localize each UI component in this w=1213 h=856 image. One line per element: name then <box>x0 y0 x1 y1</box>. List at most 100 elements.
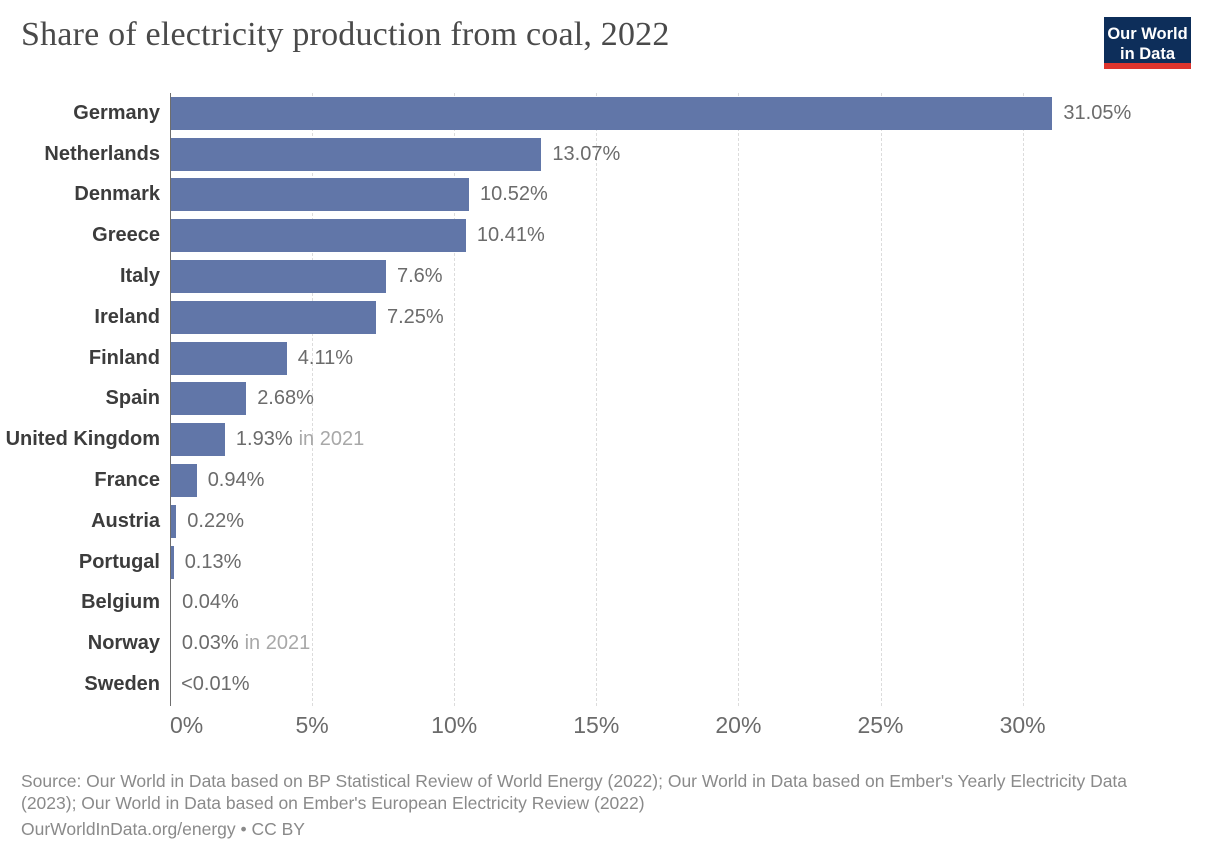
value-text: 1.93% <box>235 428 293 451</box>
country-label: Austria <box>91 509 160 532</box>
page-title: Share of electricity production from coa… <box>21 16 670 53</box>
country-label: Netherlands <box>44 142 160 165</box>
x-tick-label: 0% <box>170 712 204 738</box>
country-label: Italy <box>119 265 160 288</box>
x-tick-label: 15% <box>573 712 620 738</box>
bar-row: Italy 7.6% <box>120 256 1164 297</box>
bar-row: Finland 4.11% <box>89 338 1164 379</box>
owid-logo-line1: Our World <box>1107 25 1188 43</box>
country-label: Norway <box>87 632 160 655</box>
country-label: Spain <box>105 387 160 410</box>
value-text: 0.13% <box>184 550 242 573</box>
bar-row: Netherlands 13.07% <box>44 134 1164 175</box>
x-tick-label: 10% <box>431 712 478 738</box>
bar-rows: Germany 31.05% Netherlands 13.07% Denmark 10.… <box>6 93 1164 705</box>
country-label: Denmark <box>74 183 160 206</box>
bar[interactable] <box>170 219 466 253</box>
value-text: 0.03% <box>181 632 239 655</box>
bar[interactable] <box>170 137 542 171</box>
value-text: 2.68% <box>257 387 314 410</box>
value-text: 10.52% <box>480 183 548 206</box>
gridline <box>312 93 314 706</box>
bar[interactable] <box>170 504 177 538</box>
bar-row: United Kingdom 1.93% in 2021 <box>6 419 1164 460</box>
source-note: Source: Our World in Data based on BP St… <box>21 771 1128 813</box>
gridline <box>454 93 456 706</box>
x-tick-label: 30% <box>999 712 1046 738</box>
value-label: 10.52% <box>480 183 548 206</box>
bar-row: Norway 0.03% in 2021 <box>88 623 1164 664</box>
bar-row: Spain 2.68% <box>106 379 1164 420</box>
y-axis-line <box>170 93 171 706</box>
gridlines <box>170 93 1164 706</box>
value-text: 7.6% <box>397 265 443 288</box>
bar[interactable] <box>170 300 376 334</box>
gridline <box>1022 93 1024 706</box>
value-label: <0.01% <box>181 673 249 696</box>
value-label: 0.04% <box>182 591 239 614</box>
plot-area: Germany 31.05% Netherlands 13.07% Denmark 10.… <box>6 93 1164 706</box>
value-label: 13.07% <box>552 143 620 166</box>
value-label: 4.11% <box>298 347 353 370</box>
value-text: 7.25% <box>387 305 444 328</box>
x-axis: 0% 5% 10% 15% 20% 25% 30% <box>170 712 1164 746</box>
country-label: Finland <box>88 346 160 369</box>
value-label: 31.05% <box>1063 102 1131 125</box>
country-label: France <box>94 469 160 492</box>
value-label: 0.22% <box>187 510 244 533</box>
value-note: in 2021 <box>298 428 365 451</box>
bar-row: Portugal 0.13% <box>79 542 1164 583</box>
country-label: United Kingdom <box>5 428 160 451</box>
bar-row: Belgium 0.04% <box>81 583 1164 624</box>
gridline <box>738 93 740 706</box>
value-text: 31.05% <box>1063 101 1132 124</box>
value-label: 10.41% <box>477 224 545 247</box>
value-label: 7.25% <box>387 306 444 329</box>
bar[interactable] <box>170 96 1053 130</box>
x-tick-label: 25% <box>857 712 904 738</box>
x-tick-label: 5% <box>295 712 329 738</box>
bar-row: Germany 31.05% <box>73 93 1164 134</box>
value-label: 1.93% in 2021 <box>236 428 364 451</box>
country-label: Sweden <box>84 673 160 696</box>
owid-logo: Our World in Data <box>1104 17 1191 69</box>
bar-row: Ireland 7.25% <box>94 297 1164 338</box>
country-label: Belgium <box>81 591 160 614</box>
bar-row: Sweden <0.01% <box>84 664 1164 705</box>
bar[interactable] <box>170 545 174 579</box>
value-text: <0.01% <box>181 673 250 696</box>
bar[interactable] <box>170 260 386 294</box>
value-text: 0.22% <box>187 509 245 532</box>
bar[interactable] <box>170 178 469 212</box>
bar-row: Denmark 10.52% <box>74 175 1164 216</box>
value-label: 2.68% <box>257 387 314 410</box>
gridline <box>880 93 882 706</box>
license-line: OurWorldInData.org/energy • CC BY <box>21 819 305 839</box>
bar[interactable] <box>170 382 247 416</box>
x-tick-label: 20% <box>715 712 762 738</box>
gridline <box>596 93 598 706</box>
value-text: 13.07% <box>552 142 621 165</box>
country-label: Germany <box>73 101 160 124</box>
bar[interactable] <box>170 423 225 457</box>
bar[interactable] <box>170 341 287 375</box>
value-text: 0.04% <box>182 591 239 614</box>
footer: Source: Our World in Data based on BP St… <box>21 770 1186 840</box>
value-label: 7.6% <box>397 265 443 288</box>
bar[interactable] <box>170 464 197 498</box>
value-note: in 2021 <box>244 632 311 655</box>
bar-row: Greece 10.41% <box>92 215 1164 256</box>
bar-row: France 0.94% <box>94 460 1164 501</box>
value-label: 0.94% <box>208 469 265 492</box>
owid-logo-line2: in Data <box>1119 45 1175 63</box>
country-label: Portugal <box>78 550 160 573</box>
value-text: 10.41% <box>476 224 545 247</box>
value-text: 0.94% <box>207 469 265 492</box>
value-label: 0.03% in 2021 <box>182 632 310 655</box>
value-text: 4.11% <box>297 346 354 369</box>
country-label: Ireland <box>94 305 160 328</box>
bar-row: Austria 0.22% <box>91 501 1164 542</box>
country-label: Greece <box>92 224 160 247</box>
value-label: 0.13% <box>185 551 242 574</box>
